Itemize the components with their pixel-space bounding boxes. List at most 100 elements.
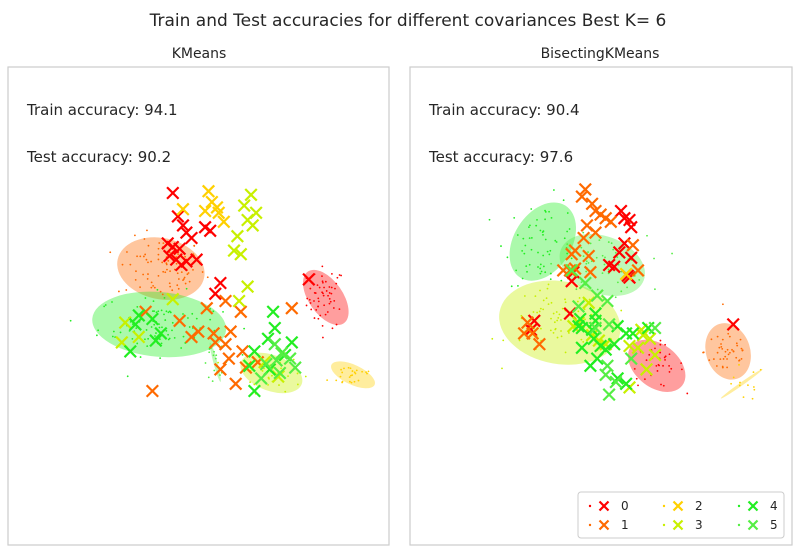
bisecting-kmeans-train-point-5 bbox=[582, 231, 585, 234]
bisecting-kmeans-train-point-0 bbox=[645, 359, 648, 362]
kmeans-train-point-0 bbox=[330, 286, 333, 289]
kmeans-train-point-3 bbox=[261, 370, 264, 372]
bisecting-kmeans-train-point-2 bbox=[738, 384, 741, 387]
kmeans-train-point-1 bbox=[193, 245, 196, 247]
kmeans-train-point-4 bbox=[151, 310, 154, 313]
kmeans-train-point-2 bbox=[357, 379, 360, 382]
bisecting-kmeans-train-accuracy: Train accuracy: 90.4 bbox=[428, 101, 580, 119]
bisecting-kmeans-train-point-5 bbox=[616, 281, 619, 284]
legend-item-4: 4 bbox=[737, 499, 778, 513]
kmeans-test-point-3-7 bbox=[234, 247, 248, 261]
kmeans-train-point-1 bbox=[183, 276, 186, 279]
kmeans-train-point-0 bbox=[309, 302, 312, 304]
bisecting-kmeans-train-point-4 bbox=[563, 237, 566, 240]
bisecting-kmeans-train-point-4 bbox=[548, 253, 551, 256]
kmeans-test-point-4-3 bbox=[145, 312, 159, 326]
bisecting-kmeans-train-point-3 bbox=[555, 311, 558, 313]
bisecting-kmeans-train-point-4 bbox=[516, 234, 519, 236]
kmeans-test-point-3-2 bbox=[237, 199, 251, 213]
kmeans-train-point-4 bbox=[155, 311, 158, 314]
bisecting-kmeans-train-point-3 bbox=[520, 314, 523, 317]
kmeans-test-point-1-14 bbox=[145, 384, 159, 398]
bisecting-kmeans-train-point-1 bbox=[724, 355, 727, 358]
bisecting-kmeans-train-point-5 bbox=[604, 256, 606, 259]
kmeans-train-point-5 bbox=[207, 376, 210, 379]
kmeans-train-point-1 bbox=[184, 255, 187, 258]
bisecting-kmeans-train-point-4 bbox=[530, 248, 533, 251]
bisecting-kmeans-train-point-4 bbox=[536, 219, 538, 221]
bisecting-kmeans-train-point-2 bbox=[742, 396, 745, 398]
bisecting-kmeans-train-point-0 bbox=[637, 384, 639, 387]
bisecting-kmeans-train-point-1 bbox=[716, 335, 719, 338]
bisecting-kmeans-train-point-4 bbox=[521, 277, 524, 280]
kmeans-train-point-1 bbox=[169, 285, 172, 288]
kmeans-test-point-5-6 bbox=[273, 366, 287, 380]
bisecting-kmeans-train-point-1 bbox=[732, 350, 735, 353]
kmeans-test-point-3-3 bbox=[246, 218, 260, 232]
bisecting-kmeans-train-point-5 bbox=[601, 272, 604, 274]
kmeans-train-point-4 bbox=[212, 310, 215, 313]
bisecting-kmeans-train-point-1 bbox=[740, 347, 743, 350]
bisecting-kmeans-test-point-5-4 bbox=[600, 294, 614, 308]
bisecting-kmeans-train-point-3 bbox=[554, 327, 557, 330]
bisecting-kmeans-train-point-1 bbox=[721, 366, 724, 369]
kmeans-train-point-4 bbox=[97, 329, 100, 332]
kmeans-train-point-4 bbox=[182, 313, 184, 315]
bisecting-kmeans-train-point-3 bbox=[540, 327, 542, 330]
bisecting-kmeans-train-point-3 bbox=[557, 317, 560, 319]
kmeans-test-point-2-0 bbox=[201, 184, 216, 198]
bisecting-kmeans-train-point-3 bbox=[556, 336, 559, 339]
kmeans-train-point-4 bbox=[160, 309, 163, 312]
bisecting-kmeans-train-point-1 bbox=[735, 356, 738, 359]
bisecting-kmeans-train-point-2 bbox=[739, 381, 741, 384]
bisecting-kmeans-test-point-4-13 bbox=[575, 341, 589, 355]
kmeans-train-point-3 bbox=[304, 375, 307, 378]
kmeans-train-point-4 bbox=[222, 310, 224, 313]
bisecting-kmeans-train-point-4 bbox=[554, 239, 557, 242]
kmeans-train-point-0 bbox=[316, 284, 319, 287]
kmeans-train-point-3 bbox=[296, 372, 299, 375]
bisecting-kmeans-test-point-3-13 bbox=[648, 348, 662, 362]
bisecting-kmeans-train-point-1 bbox=[726, 366, 729, 369]
legend-box bbox=[577, 491, 785, 539]
kmeans-train-point-4 bbox=[136, 342, 139, 345]
kmeans-train-point-1 bbox=[152, 284, 155, 287]
bisecting-kmeans-train-point-3 bbox=[553, 321, 556, 324]
bisecting-kmeans-train-point-5 bbox=[585, 262, 588, 265]
bisecting-kmeans-train-point-1 bbox=[738, 359, 741, 362]
bisecting-kmeans-test-point-5-2 bbox=[590, 289, 604, 303]
kmeans-train-point-4 bbox=[195, 317, 198, 320]
bisecting-kmeans-train-point-5 bbox=[614, 296, 617, 299]
bisecting-kmeans-train-point-3 bbox=[534, 295, 537, 298]
kmeans-train-point-5 bbox=[219, 374, 221, 376]
kmeans-train-point-3 bbox=[292, 358, 295, 361]
kmeans-test-point-5-1 bbox=[275, 346, 289, 360]
legend-item-3: 3 bbox=[662, 518, 703, 532]
kmeans-train-point-1 bbox=[146, 229, 148, 232]
bisecting-kmeans-train-point-3 bbox=[539, 289, 541, 292]
bisecting-kmeans-train-point-1 bbox=[722, 303, 724, 306]
bisecting-kmeans-train-point-0 bbox=[664, 358, 666, 361]
kmeans-test-point-1-9 bbox=[224, 325, 238, 339]
kmeans-test-point-1-17 bbox=[213, 362, 227, 376]
legend-item-0: 0 bbox=[588, 499, 629, 513]
kmeans-test-point-1-4 bbox=[234, 305, 248, 319]
bisecting-kmeans-train-point-1 bbox=[716, 351, 719, 354]
bisecting-kmeans-ellipse-cluster-2 bbox=[720, 369, 763, 399]
kmeans-train-point-1 bbox=[177, 287, 180, 290]
kmeans-test-point-3-4 bbox=[249, 206, 263, 220]
bisecting-kmeans-train-point-4 bbox=[537, 251, 539, 254]
bisecting-kmeans-test-point-5-12 bbox=[648, 321, 662, 335]
kmeans-test-point-1-18 bbox=[235, 344, 250, 358]
kmeans-train-point-2 bbox=[351, 370, 354, 372]
bisecting-kmeans-train-point-3 bbox=[560, 335, 563, 338]
bisecting-kmeans-test-point-1-20 bbox=[532, 337, 546, 351]
kmeans-test-point-0-11 bbox=[174, 258, 188, 272]
kmeans-train-point-0 bbox=[313, 317, 316, 319]
bisecting-kmeans-train-point-5 bbox=[612, 248, 615, 251]
kmeans-train-point-4 bbox=[144, 297, 147, 299]
kmeans-train-point-0 bbox=[318, 286, 321, 289]
kmeans-plot-area bbox=[7, 66, 390, 546]
bisecting-kmeans-train-point-3 bbox=[556, 319, 559, 322]
bisecting-kmeans-train-point-1 bbox=[739, 338, 742, 341]
